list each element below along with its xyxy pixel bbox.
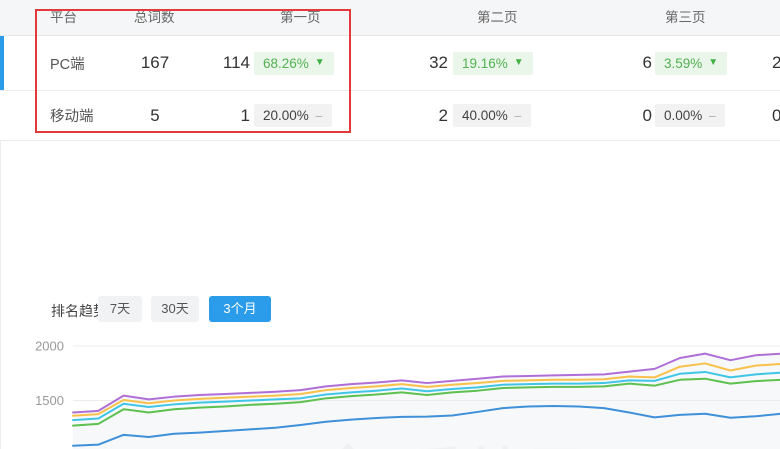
page2-percent-value: 19.16% [462, 55, 508, 71]
col-header-page2: 第二页 [477, 10, 518, 25]
page3-count: 0 [642, 105, 652, 125]
col-header-platform: 平台 [50, 10, 77, 25]
y-axis-tick-label: 2000 [35, 339, 64, 354]
page2-percent-value: 40.00% [462, 108, 508, 123]
chart-line-4-green [72, 377, 780, 427]
page2-percent-badge: 19.16% ▼ [453, 36, 533, 90]
page4-count-clipped: 0 [772, 105, 780, 125]
page3-count: 6 [642, 53, 652, 72]
trend-chart-svg: 爱站网050010001500200011-1211-2212-0212-121… [35, 339, 780, 449]
page3-percent-badge: 0.00% − [655, 91, 726, 140]
trend-down-icon: ▼ [314, 57, 325, 68]
page1-count: 1 [240, 105, 250, 125]
page1-count: 114 [222, 53, 250, 72]
chart-line-3-cyan [72, 370, 780, 422]
page4-count-clipped: 2 [772, 53, 780, 72]
col-header-page3: 第三页 [665, 10, 706, 25]
chart-line-5-blue [72, 404, 780, 447]
page1-percent-badge: 68.26% ▼ [254, 36, 334, 90]
trend-chart: 爱站网050010001500200011-1211-2212-0212-121… [1, 330, 780, 449]
total-words-value: 5 [150, 105, 160, 125]
col-header-page1: 第一页 [280, 10, 321, 25]
chart-line-1-purple [72, 352, 780, 414]
trend-section-title: 排名趋势 [51, 303, 107, 319]
table-row-mobile[interactable]: 移动端 5 1 20.00% − 2 40.00% − 0 0.00% − 0 [0, 91, 780, 141]
watermark-text: 爱站网 [409, 444, 589, 449]
trend-flat-icon: − [708, 107, 717, 124]
page1-percent-value: 68.26% [263, 55, 309, 71]
trend-section: 排名趋势 7天 30天 3个月 爱站网050010001500200011-12… [0, 141, 780, 449]
page2-count: 32 [429, 53, 448, 72]
page3-percent-badge: 3.59% ▼ [655, 36, 728, 90]
page3-percent-value: 0.00% [664, 108, 703, 123]
y-axis-tick-label: 1000 [35, 448, 64, 449]
platform-label: 移动端 [50, 109, 94, 125]
tab-30-days[interactable]: 30天 [151, 296, 199, 322]
y-axis-tick-label: 1500 [35, 393, 64, 408]
table-row-pc[interactable]: PC端 167 114 68.26% ▼ 32 19.16% ▼ 6 3.59%… [0, 36, 780, 91]
col-header-total-words: 总词数 [134, 10, 175, 25]
page2-count: 2 [438, 105, 448, 125]
tab-3-months-active[interactable]: 3个月 [209, 296, 271, 322]
platform-label: PC端 [50, 56, 85, 73]
trend-flat-icon: − [513, 107, 522, 124]
trend-down-icon: ▼ [513, 57, 524, 68]
trend-down-icon: ▼ [708, 57, 719, 68]
total-words-value: 167 [140, 53, 170, 72]
page1-percent-value: 20.00% [263, 108, 309, 123]
page3-percent-value: 3.59% [664, 55, 703, 71]
trend-flat-icon: − [314, 107, 323, 124]
page1-percent-badge: 20.00% − [254, 91, 332, 140]
chart-line-2-yellow [72, 362, 780, 417]
selected-row-accent-bar [0, 36, 4, 90]
table-header-row: 平台 总词数 第一页 第二页 第三页 [0, 0, 780, 36]
tab-7-days[interactable]: 7天 [98, 296, 142, 322]
page2-percent-badge: 40.00% − [453, 91, 531, 140]
